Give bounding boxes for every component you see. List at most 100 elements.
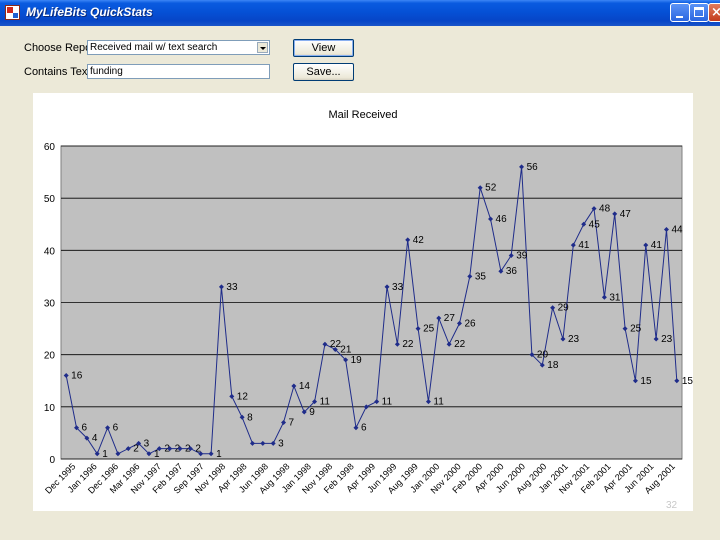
data-point — [446, 341, 452, 347]
data-label: 25 — [423, 324, 435, 335]
data-label: 33 — [226, 282, 238, 293]
data-label: 21 — [340, 344, 352, 355]
data-point — [425, 399, 431, 405]
data-point — [249, 440, 255, 446]
data-point — [198, 451, 204, 457]
data-label: 9 — [309, 407, 315, 418]
data-label: 1 — [154, 449, 160, 460]
data-label: 52 — [485, 183, 497, 194]
data-label: 15 — [640, 376, 652, 387]
data-label: 15 — [682, 376, 693, 387]
y-tick-label: 0 — [49, 455, 55, 466]
maximize-icon — [694, 7, 704, 17]
minimize-button[interactable] — [670, 3, 690, 22]
data-label: 41 — [578, 240, 590, 251]
data-label: 29 — [558, 303, 570, 314]
data-label: 11 — [433, 397, 444, 408]
data-label: 27 — [444, 313, 456, 324]
data-label: 39 — [516, 251, 528, 262]
data-label: 45 — [589, 219, 601, 230]
data-point — [436, 315, 442, 321]
data-label: 35 — [475, 271, 487, 282]
data-point — [467, 273, 473, 279]
data-label: 12 — [237, 391, 249, 402]
data-point — [539, 362, 545, 368]
data-label: 31 — [609, 292, 621, 303]
data-label: 56 — [527, 162, 539, 173]
data-label: 23 — [661, 334, 673, 345]
data-label: 23 — [568, 334, 580, 345]
data-label: 33 — [392, 282, 404, 293]
data-point — [632, 378, 638, 384]
page-number: 32 — [666, 500, 678, 511]
data-point — [394, 341, 400, 347]
data-point — [239, 414, 245, 420]
data-point — [622, 326, 628, 332]
data-point — [63, 373, 69, 379]
data-label: 26 — [464, 318, 476, 329]
data-point — [653, 336, 659, 342]
data-label: 2 — [133, 444, 139, 455]
data-point — [312, 399, 318, 405]
data-point — [415, 326, 421, 332]
data-label: 25 — [630, 324, 642, 335]
data-point — [229, 393, 235, 399]
data-label: 2 — [185, 444, 191, 455]
view-button[interactable]: View — [293, 39, 354, 57]
y-tick-label: 50 — [44, 194, 56, 205]
y-tick-label: 10 — [44, 403, 56, 414]
contains-text-label: Contains Text: — [24, 66, 94, 78]
data-point — [570, 242, 576, 248]
data-point — [208, 451, 214, 457]
data-label: 6 — [361, 423, 367, 434]
minimize-icon — [676, 16, 683, 18]
data-label: 22 — [402, 339, 414, 350]
data-label: 22 — [330, 339, 342, 350]
data-label: 6 — [113, 423, 119, 434]
app-icon — [5, 5, 20, 20]
data-label: 7 — [289, 417, 295, 428]
y-tick-label: 20 — [44, 351, 56, 362]
maximize-button[interactable] — [689, 3, 709, 22]
data-point — [353, 425, 359, 431]
data-point — [187, 446, 193, 452]
chevron-down-icon[interactable] — [257, 42, 268, 53]
data-point — [363, 404, 369, 410]
data-point — [281, 419, 287, 425]
title-bar: MyLifeBits QuickStats × — [0, 0, 720, 26]
data-point — [674, 378, 680, 384]
close-icon: × — [711, 5, 720, 20]
data-point — [477, 185, 483, 191]
data-point — [270, 440, 276, 446]
data-point — [84, 435, 90, 441]
y-tick-label: 30 — [44, 299, 56, 310]
data-point — [663, 226, 669, 232]
window-title: MyLifeBits QuickStats — [26, 5, 153, 19]
data-point — [601, 294, 607, 300]
data-label: 4 — [92, 433, 98, 444]
data-point — [591, 206, 597, 212]
data-label: 36 — [506, 266, 518, 277]
save-button[interactable]: Save... — [293, 63, 354, 81]
data-label: 47 — [620, 209, 632, 220]
contains-text-input[interactable]: funding — [87, 64, 270, 79]
choose-report-label: Choose Report: — [24, 42, 102, 54]
data-point — [74, 425, 80, 431]
data-label: 22 — [454, 339, 466, 350]
data-point — [156, 446, 162, 452]
data-label: 44 — [671, 224, 683, 235]
data-label: 16 — [71, 371, 83, 382]
data-point — [488, 216, 494, 222]
data-label: 8 — [247, 412, 253, 423]
report-select[interactable]: Received mail w/ text search — [87, 40, 270, 55]
data-label: 2 — [195, 444, 201, 455]
data-label: 11 — [320, 397, 331, 408]
data-point — [456, 320, 462, 326]
chart-area: Mail Received 0 10 20 30 40 50 60 16 6 4 1 6 2 3 1 2 2 2 2… — [33, 93, 693, 511]
data-label: 2 — [164, 444, 170, 455]
close-button[interactable]: × — [708, 3, 720, 22]
data-point — [291, 383, 297, 389]
data-label: 20 — [537, 350, 549, 361]
data-point — [612, 211, 618, 217]
